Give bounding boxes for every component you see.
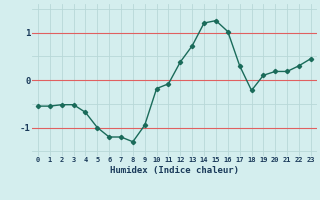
X-axis label: Humidex (Indice chaleur): Humidex (Indice chaleur) (110, 166, 239, 175)
